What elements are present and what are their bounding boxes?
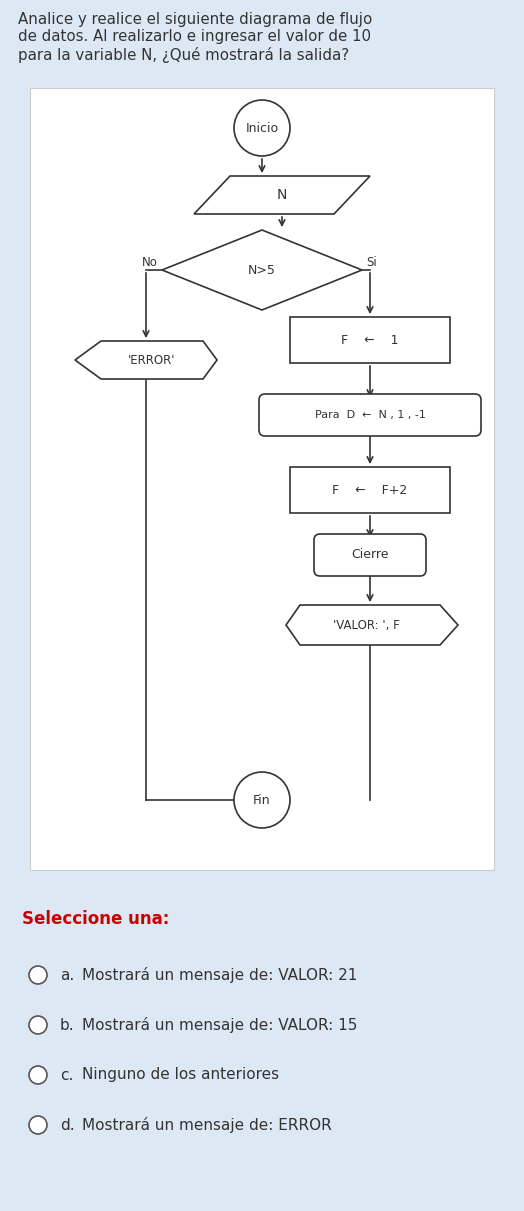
Bar	[290, 467, 450, 513]
FancyBboxPatch shape	[259, 394, 481, 436]
Text: Si: Si	[366, 256, 377, 269]
Text: F    ←    1: F ← 1	[341, 333, 399, 346]
Bar	[290, 317, 450, 363]
Text: No: No	[142, 256, 158, 269]
Text: Analice y realice el siguiente diagrama de flujo
de datos. Al realizarlo e ingre: Analice y realice el siguiente diagrama …	[18, 12, 372, 63]
Circle shape	[29, 1117, 47, 1133]
Circle shape	[234, 771, 290, 828]
Text: F    ←    F+2: F ← F+2	[332, 483, 408, 497]
Circle shape	[234, 101, 290, 156]
Text: 'ERROR': 'ERROR'	[128, 354, 176, 367]
Polygon shape	[75, 342, 217, 379]
Text: Ninguno de los anteriores: Ninguno de los anteriores	[82, 1068, 279, 1083]
Text: Para  D  ←  N , 1 , -1: Para D ← N , 1 , -1	[314, 411, 425, 420]
Text: Inicio: Inicio	[245, 121, 279, 134]
Text: Cierre: Cierre	[351, 549, 389, 562]
Text: a.: a.	[60, 968, 74, 982]
Text: b.: b.	[60, 1017, 74, 1033]
Circle shape	[29, 1066, 47, 1084]
Bar	[30, 88, 494, 869]
Polygon shape	[194, 176, 370, 214]
Circle shape	[29, 1016, 47, 1034]
Text: 'VALOR: ', F: 'VALOR: ', F	[333, 619, 399, 631]
Text: d.: d.	[60, 1118, 74, 1132]
Text: N: N	[277, 188, 287, 202]
FancyBboxPatch shape	[314, 534, 426, 576]
Text: c.: c.	[60, 1068, 73, 1083]
Circle shape	[29, 966, 47, 985]
Text: Fin: Fin	[253, 793, 271, 807]
Text: Mostrará un mensaje de: ERROR: Mostrará un mensaje de: ERROR	[82, 1117, 332, 1133]
Text: Mostrará un mensaje de: VALOR: 21: Mostrará un mensaje de: VALOR: 21	[82, 968, 357, 983]
Text: Mostrará un mensaje de: VALOR: 15: Mostrará un mensaje de: VALOR: 15	[82, 1017, 357, 1033]
Polygon shape	[162, 230, 362, 310]
Polygon shape	[286, 606, 458, 645]
Text: Seleccione una:: Seleccione una:	[22, 909, 169, 928]
Text: N>5: N>5	[248, 264, 276, 276]
